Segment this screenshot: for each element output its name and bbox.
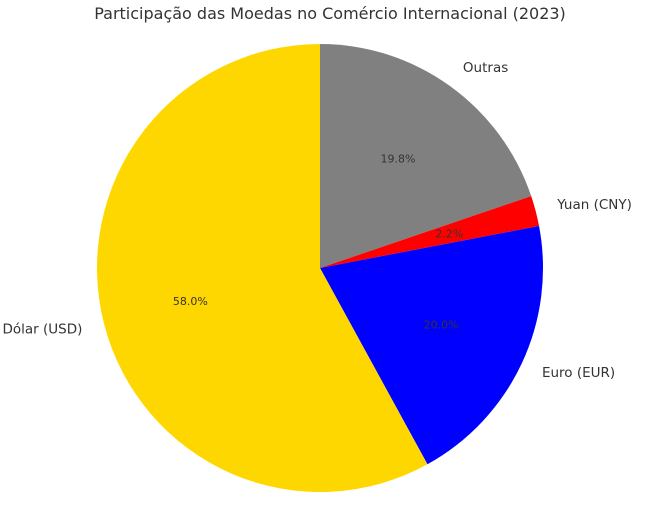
- percent-label-euro-eur: 20.0%: [424, 319, 459, 332]
- category-label-dolar-usd: Dólar (USD): [3, 321, 83, 337]
- pie-slices: [97, 44, 543, 492]
- category-label-outras: Outras: [463, 60, 508, 76]
- category-label-euro-eur: Euro (EUR): [542, 365, 615, 381]
- percent-label-yuan-cny: 2.2%: [435, 227, 463, 240]
- slice-yuan-cny: [320, 196, 540, 268]
- percent-labels: 19.8% 2.2% 20.0% 58.0%: [173, 152, 463, 331]
- category-labels: Outras Yuan (CNY) Euro (EUR) Dólar (USD): [3, 60, 632, 381]
- slice-euro-eur: [320, 226, 543, 465]
- percent-label-dolar-usd: 58.0%: [173, 295, 208, 308]
- chart-title: Participação das Moedas no Comércio Inte…: [94, 4, 566, 23]
- slice-outras: [320, 44, 532, 268]
- percent-label-outras: 19.8%: [380, 152, 415, 165]
- slice-dolar-usd: [97, 44, 428, 492]
- category-label-yuan-cny: Yuan (CNY): [556, 197, 632, 213]
